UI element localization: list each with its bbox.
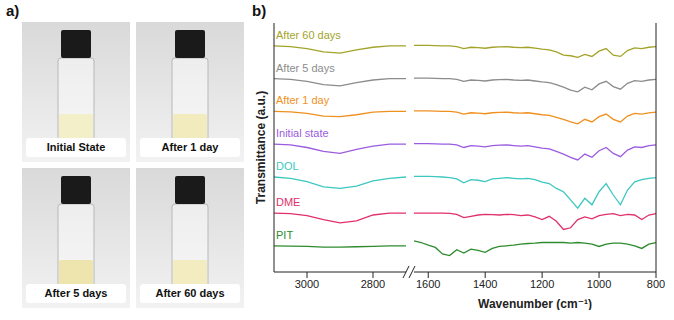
svg-text:After 1 day: After 1 day bbox=[162, 141, 220, 153]
svg-text:Initial State: Initial State bbox=[47, 141, 106, 153]
svg-text:DME: DME bbox=[276, 196, 300, 208]
svg-text:800: 800 bbox=[647, 278, 665, 290]
svg-text:After 60 days: After 60 days bbox=[276, 29, 341, 41]
html-text:a): a) bbox=[6, 2, 20, 19]
svg-text:1600: 1600 bbox=[416, 278, 440, 290]
svg-text:After 5 days: After 5 days bbox=[45, 287, 108, 299]
svg-text:1000: 1000 bbox=[587, 278, 611, 290]
svg-text:After 5 days: After 5 days bbox=[276, 62, 335, 74]
svg-text:2800: 2800 bbox=[361, 278, 385, 290]
svg-text:1200: 1200 bbox=[530, 278, 554, 290]
svg-text:1400: 1400 bbox=[473, 278, 497, 290]
html-text:b): b) bbox=[252, 2, 267, 19]
svg-text:Wavenumber (cm⁻¹): Wavenumber (cm⁻¹) bbox=[478, 297, 592, 310]
svg-text:PIT: PIT bbox=[276, 229, 293, 241]
svg-text:Initial state: Initial state bbox=[276, 127, 329, 139]
svg-text:Transmittance (a.u.): Transmittance (a.u.) bbox=[254, 91, 268, 204]
svg-text:3000: 3000 bbox=[295, 278, 319, 290]
svg-text:DOL: DOL bbox=[276, 160, 299, 172]
svg-text:After 1 day: After 1 day bbox=[276, 94, 330, 106]
svg-text:After 60 days: After 60 days bbox=[155, 287, 224, 299]
